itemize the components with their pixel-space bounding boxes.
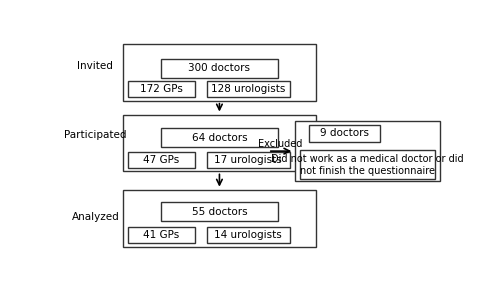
Text: 47 GPs: 47 GPs — [144, 155, 180, 165]
Text: 64 doctors: 64 doctors — [192, 133, 247, 143]
FancyBboxPatch shape — [206, 152, 290, 168]
FancyBboxPatch shape — [300, 150, 436, 179]
FancyBboxPatch shape — [122, 115, 316, 171]
Text: Invited: Invited — [78, 61, 114, 71]
FancyBboxPatch shape — [122, 44, 316, 101]
Text: 55 doctors: 55 doctors — [192, 207, 247, 217]
FancyBboxPatch shape — [206, 227, 290, 243]
FancyBboxPatch shape — [128, 152, 196, 168]
Text: 41 GPs: 41 GPs — [144, 230, 180, 240]
FancyBboxPatch shape — [128, 81, 196, 97]
FancyBboxPatch shape — [308, 125, 380, 141]
Text: 172 GPs: 172 GPs — [140, 84, 183, 94]
Text: Participated: Participated — [64, 130, 126, 140]
FancyBboxPatch shape — [162, 128, 278, 147]
FancyBboxPatch shape — [206, 81, 290, 97]
FancyBboxPatch shape — [122, 190, 316, 247]
Text: Analyzed: Analyzed — [72, 212, 120, 222]
FancyBboxPatch shape — [295, 121, 440, 181]
Text: 17 urologists: 17 urologists — [214, 155, 282, 165]
Text: Did not work as a medical doctor or did
not finish the questionnaire: Did not work as a medical doctor or did … — [271, 154, 464, 176]
Text: 300 doctors: 300 doctors — [188, 63, 250, 73]
FancyBboxPatch shape — [128, 227, 196, 243]
Text: Excluded: Excluded — [258, 139, 302, 149]
Text: 9 doctors: 9 doctors — [320, 128, 369, 138]
Text: 128 urologists: 128 urologists — [211, 84, 286, 94]
FancyBboxPatch shape — [162, 59, 278, 77]
Text: 14 urologists: 14 urologists — [214, 230, 282, 240]
FancyBboxPatch shape — [162, 202, 278, 221]
